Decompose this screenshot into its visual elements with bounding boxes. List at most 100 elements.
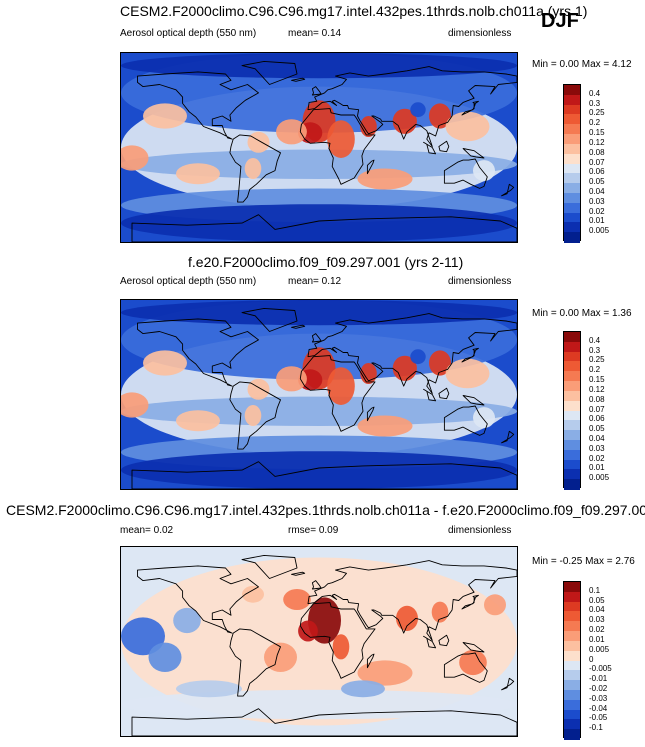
panel1-map [120,52,518,243]
colorbar-swatch [564,479,580,490]
contour-region [143,350,187,376]
contour-region [410,102,426,118]
contour-region [121,53,517,79]
contour-region [357,415,413,437]
colorbar-tick-label: 0.08 [589,147,605,157]
coastline [291,77,306,82]
colorbar-swatch [564,341,580,353]
colorbar-tick-label: 0.04 [589,605,605,615]
panel1-minmax-label: Min = 0.00 Max = 4.12 [532,59,632,70]
coastline [137,318,259,387]
panel2-mean-label: mean= 0.12 [288,276,342,287]
colorbar-tick-label: 0.03 [589,196,605,206]
colorbar-tick-label: 0.25 [589,355,605,365]
panel3-mean-label: mean= 0.02 [120,525,174,536]
colorbar-tick-label: 0.01 [589,634,605,644]
contour-region [247,378,270,400]
contour-region [410,349,426,365]
colorbar-tick-label: -0.1 [589,723,603,733]
coastline [311,86,322,96]
contour-region [242,585,264,603]
colorbar-tick-label: -0.04 [589,703,608,713]
colorbar-swatch [564,163,580,174]
colorbar-tick-label: -0.03 [589,693,608,703]
coastline [291,324,306,329]
colorbar-tick-label: 0.005 [589,473,610,483]
panel3-rmse-label: rmse= 0.09 [288,525,339,536]
coastline [291,571,306,576]
panel2-variable-label: Aerosol optical depth (550 nm) [120,276,257,287]
coastline [307,66,517,147]
colorbar-swatch [564,689,580,701]
colorbar-tick-label: 0.04 [589,186,605,196]
contour-region [332,634,350,660]
map-canvas [121,53,517,242]
colorbar-tick-label: 0.3 [589,345,601,355]
colorbar-tick-label: 0.005 [589,644,610,654]
coastline [366,406,375,422]
coastline [461,100,479,116]
coastline [229,381,281,450]
colorbar-swatch [564,601,580,613]
colorbar-tick-label: 0.12 [589,384,605,394]
contour-region [264,642,297,672]
coastline [462,395,485,406]
panel2-units-label: dimensionless [448,276,512,287]
coastline [131,708,517,736]
panel3-units-label: dimensionless [448,525,512,536]
contour-region [121,451,517,489]
colorbar-swatch [564,650,580,662]
colorbar-tick-label: 0 [589,654,594,664]
colorbar-tick-label: 0.4 [589,335,601,345]
contour-region [121,145,149,171]
colorbar-swatch [564,680,580,691]
panel3-map [120,546,518,737]
panel3-title: CESM2.F2000climo.C96.C96.mg17.intel.432p… [6,502,645,518]
colorbar-tick-label: 0.05 [589,177,605,187]
colorbar-swatch [564,729,580,740]
contour-region [445,111,490,142]
colorbar-tick-label: 0.02 [589,206,605,216]
coastline [443,652,488,683]
panel2-map [120,299,518,490]
coastline [423,141,437,155]
panel3-colorbar [563,581,581,740]
contour-region [357,660,413,686]
colorbar-tick-label: 0.2 [589,365,601,375]
colorbar-tick-label: 0.005 [589,226,610,236]
colorbar-swatch [564,94,580,106]
coastline [462,148,485,159]
coastline [438,387,450,400]
colorbar-swatch [564,430,580,441]
colorbar-swatch [564,449,580,461]
panel3-minmax-label: Min = -0.25 Max = 2.76 [532,556,635,567]
colorbar-swatch [564,143,580,155]
coastline [423,635,437,649]
coastline [366,653,375,669]
coastline [461,347,479,363]
coastline [311,333,322,343]
colorbar-swatch [564,192,580,204]
contour-region [121,149,517,179]
contour-region [121,300,517,326]
colorbar-swatch [564,591,580,603]
colorbar-tick-label: 0.4 [589,88,601,98]
contour-region [357,168,413,190]
colorbar-swatch [564,381,580,392]
coastline [307,313,517,394]
colorbar-tick-label: -0.02 [589,683,608,693]
coastline [241,554,298,579]
colorbar-swatch [564,420,580,431]
colorbar-swatch [564,351,580,363]
colorbar-tick-label: 0.2 [589,118,601,128]
contour-region [176,680,242,698]
colorbar-swatch [564,631,580,642]
coastline [241,60,298,85]
colorbar-tick-label: 0.03 [589,443,605,453]
colorbar-swatch [564,709,580,720]
contour-region [298,620,318,642]
contour-region [247,131,270,153]
colorbar-tick-label: 0.01 [589,463,605,473]
panel1-units-label: dimensionless [448,28,512,39]
map-canvas [121,547,517,736]
